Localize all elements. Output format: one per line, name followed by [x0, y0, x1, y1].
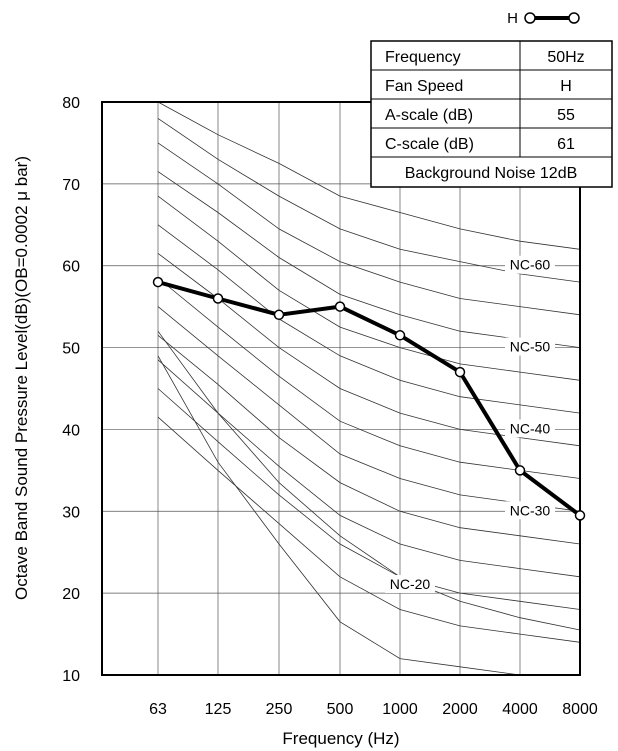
x-tick-label: 125: [205, 701, 232, 718]
nc-reference-curves: [157, 101, 581, 676]
legend-marker-left: [524, 12, 536, 24]
table-value-c-scale: 61: [557, 136, 575, 153]
table-value-fan-speed: H: [560, 78, 572, 95]
series-line: [157, 280, 582, 518]
plot-frame: [101, 101, 581, 676]
data-point: [454, 366, 466, 378]
x-tick-label: 1000: [382, 701, 418, 718]
table-label-c-scale: C-scale (dB): [385, 136, 474, 153]
table-label-frequency: Frequency: [385, 49, 461, 66]
nc-curve: [157, 416, 581, 643]
nc-label: NC-30: [510, 502, 551, 518]
nc-label: NC-20: [390, 576, 431, 592]
nc-curve: [157, 330, 581, 631]
legend-label: H: [507, 10, 518, 27]
y-tick-label: 80: [62, 95, 80, 112]
nc-label-background: [505, 337, 555, 356]
nc-curve: [157, 355, 580, 676]
y-tick-label: 50: [62, 341, 80, 358]
y-tick-label: 30: [62, 504, 80, 521]
nc-curve: [157, 224, 581, 414]
nc-curve: [157, 142, 581, 316]
x-tick-label: 2000: [442, 701, 478, 718]
nc-label-background: [505, 255, 555, 274]
nc-label: NC-40: [510, 420, 551, 436]
table-value-frequency: 50Hz: [547, 49, 584, 66]
data-point: [514, 465, 526, 476]
nc-label-background: [505, 419, 555, 438]
nc-label-background: [385, 574, 435, 593]
x-tick-labels: 63 125 250 500 1000 2000 4000 8000: [149, 701, 598, 718]
x-tick-label: 8000: [562, 701, 598, 718]
nc-curve: [157, 277, 581, 479]
x-tick-label: 63: [149, 701, 167, 718]
grid: [102, 102, 580, 675]
nc-label: NC-50: [510, 339, 551, 355]
x-tick-label: 4000: [502, 701, 538, 718]
data-point: [394, 330, 406, 341]
y-tick-label: 20: [62, 586, 80, 603]
info-table: Frequency 50Hz Fan Speed H A-scale (dB) …: [370, 40, 613, 188]
nc-curve: [157, 359, 581, 578]
data-point: [334, 301, 346, 312]
info-table-background: [370, 40, 613, 188]
data-point: [574, 510, 586, 521]
y-tick-labels: 10 20 30 40 50 60 70 80: [62, 95, 80, 685]
table-value-a-scale: 55: [557, 107, 575, 124]
x-tick-label: 500: [327, 701, 354, 718]
x-tick-label: 250: [266, 701, 293, 718]
table-background-noise: Background Noise 12dB: [405, 165, 578, 182]
nc-curve: [157, 334, 581, 545]
y-tick-label: 60: [62, 259, 80, 276]
y-axis-title: Octave Band Sound Pressure Level(dB)(OB=…: [12, 156, 31, 600]
nc-label: NC-60: [510, 257, 551, 273]
y-tick-label: 40: [62, 422, 80, 439]
nc-label-background: [505, 501, 555, 520]
measured-series: [152, 276, 586, 521]
nc-curve: [157, 101, 581, 250]
x-axis-title: Frequency (Hz): [282, 729, 399, 748]
y-tick-label: 70: [62, 177, 80, 194]
nc-curve-labels: NC-60 NC-50 NC-40 NC-30 NC-20: [385, 255, 555, 593]
data-point: [273, 309, 285, 321]
table-label-a-scale: A-scale (dB): [385, 107, 473, 124]
nc-curve: [157, 388, 581, 610]
data-point: [212, 293, 224, 304]
nc-curve: [157, 195, 581, 381]
table-label-fan-speed: Fan Speed: [385, 78, 463, 95]
legend-marker-right: [568, 12, 580, 24]
data-point: [152, 276, 164, 288]
legend: H: [507, 10, 580, 27]
y-tick-label: 10: [62, 668, 80, 685]
